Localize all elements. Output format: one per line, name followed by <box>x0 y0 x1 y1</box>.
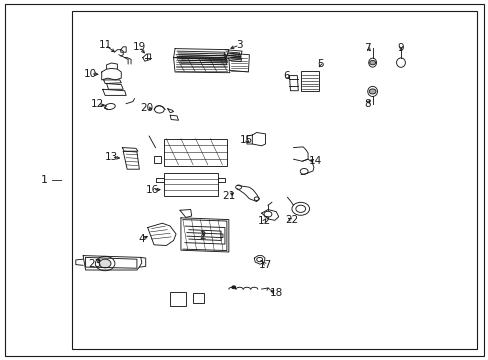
Text: 9: 9 <box>397 42 404 53</box>
Text: 13: 13 <box>104 152 118 162</box>
Text: 4: 4 <box>138 234 145 244</box>
Text: 12: 12 <box>91 99 104 109</box>
Text: 8: 8 <box>363 99 370 109</box>
Text: 17: 17 <box>258 260 272 270</box>
Text: 1 —: 1 — <box>41 175 62 185</box>
Text: 10: 10 <box>84 69 97 79</box>
Bar <box>163 173 217 196</box>
Circle shape <box>368 89 375 94</box>
Circle shape <box>369 60 375 65</box>
Text: 11: 11 <box>98 40 112 50</box>
Bar <box>170 292 185 306</box>
Bar <box>72 11 476 349</box>
Text: 3: 3 <box>236 40 243 50</box>
Text: 16: 16 <box>145 185 159 195</box>
Bar <box>163 139 227 166</box>
Text: 18: 18 <box>269 288 283 298</box>
Bar <box>154 156 161 163</box>
Text: 5: 5 <box>316 59 323 69</box>
Circle shape <box>99 259 111 268</box>
Text: 20: 20 <box>140 103 153 113</box>
Text: 12: 12 <box>257 216 270 226</box>
Text: 14: 14 <box>308 156 322 166</box>
Bar <box>193 293 203 303</box>
Text: 22: 22 <box>284 215 298 225</box>
Text: 21: 21 <box>222 191 235 201</box>
Text: 7: 7 <box>364 42 370 53</box>
Text: 23: 23 <box>88 258 102 269</box>
Circle shape <box>231 286 235 289</box>
Text: 2: 2 <box>199 231 206 241</box>
Text: 15: 15 <box>239 135 252 145</box>
Text: 6: 6 <box>283 71 289 81</box>
Bar <box>300 71 319 91</box>
Text: 19: 19 <box>132 42 146 52</box>
